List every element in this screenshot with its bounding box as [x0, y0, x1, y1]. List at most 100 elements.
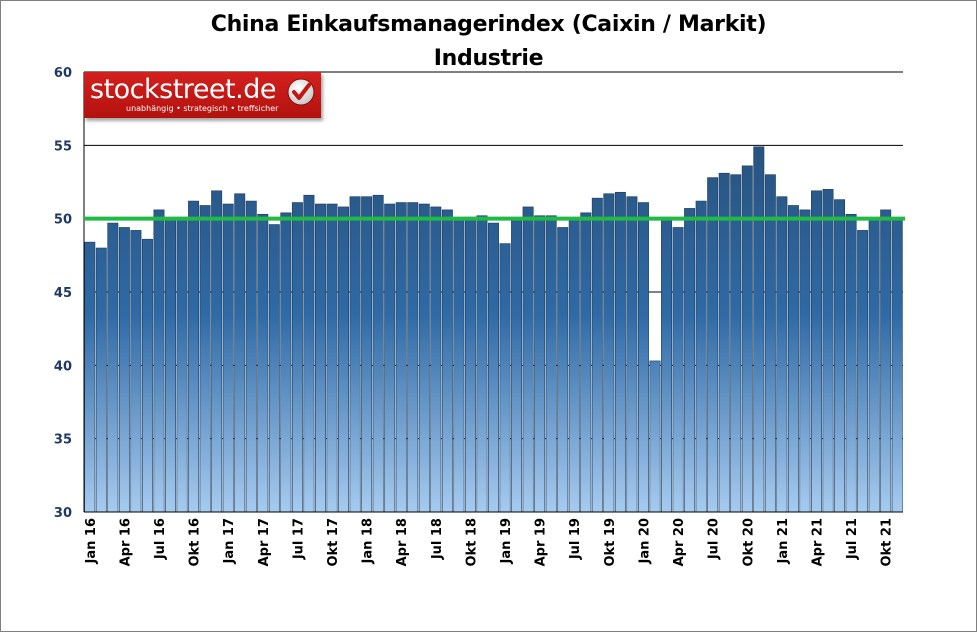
- x-tick-label: Apr 17: [257, 518, 272, 566]
- bar: [880, 209, 892, 513]
- bar: [315, 203, 326, 513]
- y-tick-label: 40: [54, 359, 72, 374]
- bar: [280, 212, 292, 513]
- bar: [730, 174, 742, 513]
- x-tick-label: Jan 20: [637, 518, 652, 564]
- x-tick-label: Okt 16: [188, 518, 203, 567]
- x-tick-label: Jul 21: [845, 518, 860, 560]
- x-tick-label: Apr 20: [672, 518, 687, 566]
- y-tick-label: 50: [54, 213, 72, 228]
- logo-name: stockstreet.de: [90, 74, 276, 105]
- bar: [303, 194, 315, 513]
- bar: [326, 203, 338, 513]
- stockstreet-logo: stockstreet.de unabhängig • strategisch …: [84, 72, 321, 118]
- bar: [211, 190, 223, 513]
- x-tick-label: Okt 18: [464, 518, 479, 567]
- bar: [338, 206, 350, 513]
- x-tick-label: Jul 16: [153, 518, 168, 560]
- logo-claim: unabhängig • strategisch • treffsicher: [126, 104, 279, 113]
- bar: [153, 209, 165, 513]
- x-tick-label: Okt 19: [603, 518, 618, 567]
- y-tick-label: 55: [54, 139, 72, 154]
- bar: [545, 215, 557, 513]
- bar: [580, 212, 592, 513]
- y-tick-label: 45: [54, 286, 72, 301]
- bar: [695, 200, 707, 513]
- x-tick-label: Jul 19: [568, 518, 583, 560]
- bar: [822, 189, 834, 513]
- bar: [799, 209, 811, 513]
- bar: [568, 219, 580, 513]
- bar: [234, 193, 246, 513]
- bar: [511, 219, 523, 513]
- bar: [257, 213, 269, 513]
- x-tick-label: Apr 19: [534, 518, 549, 566]
- bar: [764, 174, 776, 513]
- bar: [522, 206, 534, 513]
- bar: [649, 360, 661, 513]
- x-tick-label: Jan 19: [499, 518, 514, 564]
- bar: [176, 216, 188, 513]
- bar: [603, 193, 615, 513]
- bar: [811, 190, 822, 513]
- bar: [707, 177, 719, 513]
- bar: [84, 241, 96, 513]
- bar: [557, 227, 569, 513]
- bar: [868, 218, 880, 513]
- bar: [453, 218, 465, 513]
- x-tick-label: Jul 18: [430, 518, 445, 560]
- bar: [291, 202, 303, 513]
- bar: [718, 172, 730, 513]
- bar: [222, 203, 234, 513]
- x-tick-label: Jan 18: [361, 518, 376, 564]
- bar: [776, 196, 788, 513]
- bar: [626, 196, 638, 513]
- bar: [107, 222, 119, 513]
- bar: [591, 197, 603, 513]
- bar: [349, 196, 361, 513]
- chart-title: China Einkaufsmanagerindex (Caixin / Mar…: [210, 12, 767, 37]
- y-tick-label: 30: [54, 506, 72, 521]
- bar: [199, 205, 211, 513]
- bar: [245, 200, 257, 513]
- bar: [430, 206, 442, 513]
- bar: [407, 202, 419, 513]
- bar: [661, 216, 672, 513]
- x-tick-label: Jan 16: [84, 518, 99, 564]
- bar: [372, 194, 384, 513]
- bar: [834, 199, 846, 513]
- bar: [464, 216, 476, 513]
- x-tick-label: Okt 17: [326, 518, 341, 567]
- bar: [361, 196, 373, 513]
- x-tick-label: Jul 17: [291, 518, 306, 560]
- bar: [672, 227, 684, 513]
- x-tick-label: Okt 21: [880, 518, 895, 567]
- bar: [441, 209, 453, 513]
- y-tick-label: 60: [54, 66, 72, 81]
- bar: [141, 238, 153, 513]
- bar: [95, 247, 107, 513]
- bar: [418, 203, 430, 513]
- x-tick-label: Apr 21: [810, 518, 825, 566]
- bar: [395, 202, 407, 513]
- bar: [476, 215, 488, 513]
- bar: [188, 200, 200, 513]
- bar: [891, 219, 903, 513]
- bar: [499, 243, 511, 513]
- bar: [753, 146, 765, 513]
- bar: [857, 230, 869, 513]
- x-tick-label: Apr 16: [118, 518, 133, 566]
- bar: [268, 224, 280, 513]
- x-tick-label: Apr 18: [395, 518, 410, 566]
- bar: [534, 215, 546, 513]
- bar: [118, 227, 130, 513]
- bar: [165, 218, 176, 513]
- bar: [130, 230, 142, 513]
- bar: [614, 191, 626, 513]
- y-tick-label: 35: [54, 433, 72, 448]
- x-tick-label: Jan 17: [222, 518, 237, 564]
- x-tick-label: Jul 20: [707, 518, 722, 560]
- bar: [684, 208, 696, 513]
- check-icon: [287, 78, 315, 106]
